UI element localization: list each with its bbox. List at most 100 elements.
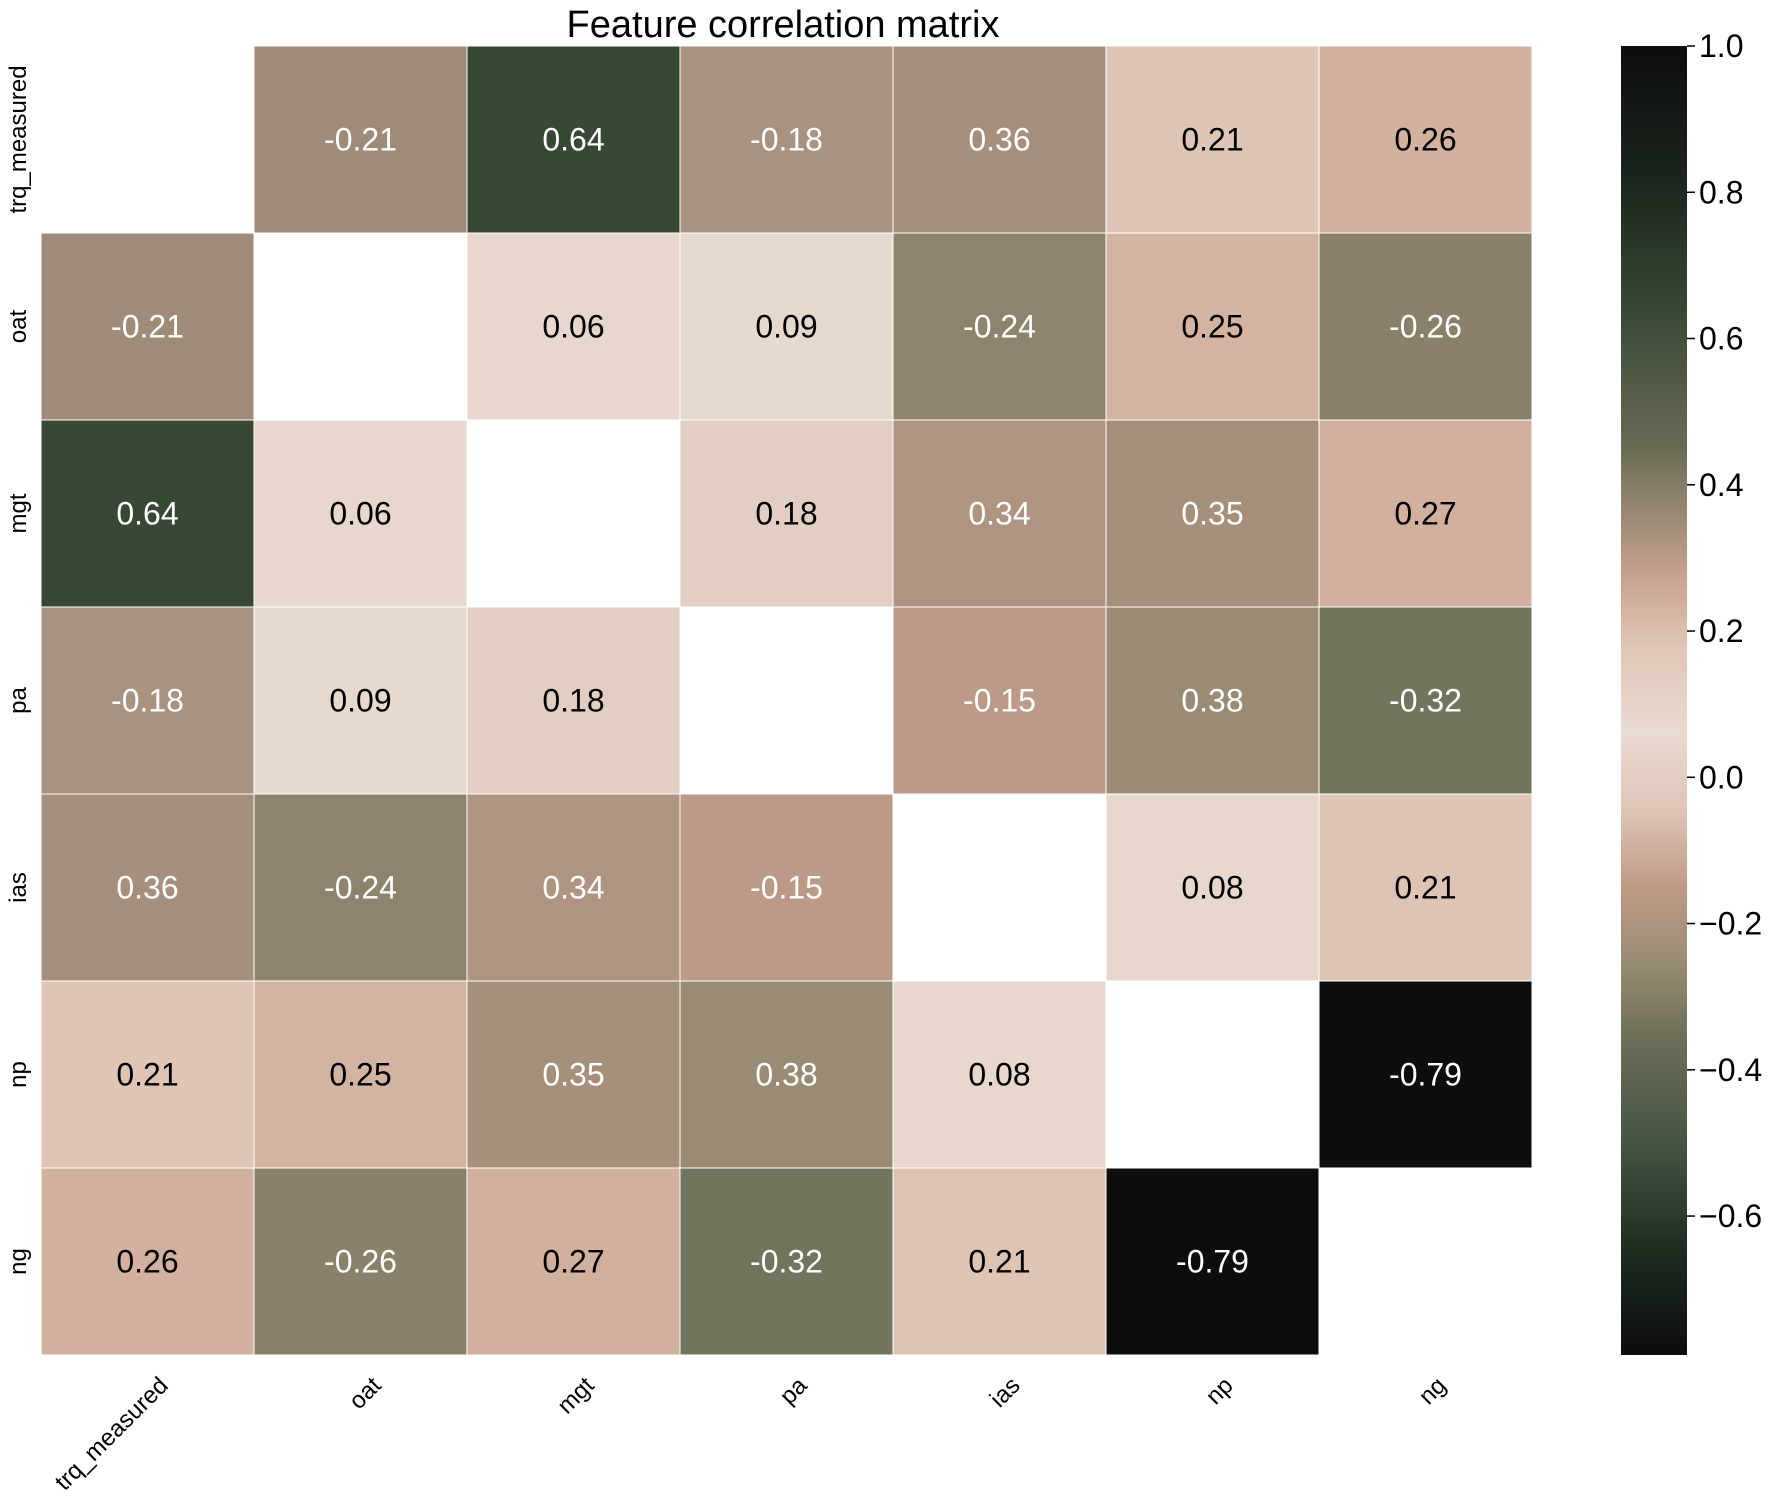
heatmap-cell <box>1105 45 1320 234</box>
cell-value-label: -0.26 <box>1389 309 1462 345</box>
heatmap-cell <box>1318 419 1533 608</box>
cell-value-label: 0.06 <box>329 496 391 532</box>
heatmap-cell <box>40 232 255 421</box>
cell-value-label: 0.21 <box>1181 122 1243 158</box>
chart-title: Feature correlation matrix <box>567 4 1000 46</box>
heatmap-cell <box>1318 793 1533 982</box>
cell-value-label: 0.35 <box>1181 496 1243 532</box>
cell-value-label: 0.36 <box>116 870 178 906</box>
heatmap-cell <box>466 1167 681 1356</box>
cell-value-label: -0.15 <box>750 870 823 906</box>
heatmap-cell <box>40 419 255 608</box>
cell-value-label: 0.36 <box>968 122 1030 158</box>
cell-value-label: 0.27 <box>542 1244 604 1280</box>
heatmap-cell <box>466 606 681 795</box>
y-tick-label: ng <box>5 1248 32 1275</box>
cell-value-label: 0.18 <box>755 496 817 532</box>
cell-value-label: -0.32 <box>1389 683 1462 719</box>
cell-value-label: -0.15 <box>963 683 1036 719</box>
cell-value-label: 0.38 <box>755 1057 817 1093</box>
cell-value-label: 0.25 <box>1181 309 1243 345</box>
cell-value-label: 0.27 <box>1394 496 1456 532</box>
heatmap-cell <box>40 1167 255 1356</box>
heatmap-cell <box>1318 980 1533 1169</box>
cell-value-label: -0.21 <box>324 122 397 158</box>
y-tick-label: np <box>5 1061 32 1088</box>
x-tick-label: ias <box>985 1372 1026 1413</box>
y-tick-label: trq_measured <box>5 65 32 213</box>
heatmap-cells: -0.21 0.64 -0.18 0.36 0.21 0.26 -0.21 0.06 0.09 -… <box>40 45 1533 1356</box>
cell-value-label: 0.26 <box>1394 122 1456 158</box>
x-tick-label: mgt <box>552 1372 600 1420</box>
cell-value-label: -0.32 <box>750 1244 823 1280</box>
heatmap-cell <box>679 1167 894 1356</box>
colorbar-tick-label: −0.6 <box>1699 1198 1762 1234</box>
colorbar: 1.0 0.8 0.6 0.4 0.2 0.0 −0.2 −0.4 −0.6 <box>1621 28 1762 1355</box>
cell-value-label: 0.08 <box>1181 870 1243 906</box>
cell-value-label: 0.21 <box>116 1057 178 1093</box>
cell-value-label: 0.64 <box>116 496 178 532</box>
heatmap-cell <box>253 45 468 234</box>
cell-value-label: 0.64 <box>542 122 604 158</box>
heatmap-cell <box>1318 232 1533 421</box>
cell-value-label: -0.24 <box>324 870 397 906</box>
cell-value-label: 0.06 <box>542 309 604 345</box>
cell-value-label: 0.38 <box>1181 683 1243 719</box>
x-tick-label: np <box>1201 1372 1239 1410</box>
heatmap-cell <box>253 793 468 982</box>
cell-value-label: 0.34 <box>968 496 1030 532</box>
colorbar-tick-label: 0.2 <box>1699 613 1743 649</box>
cell-value-label: -0.18 <box>111 683 184 719</box>
cell-value-label: 0.09 <box>329 683 391 719</box>
cell-value-label: 0.26 <box>116 1244 178 1280</box>
heatmap-cell <box>253 419 468 608</box>
heatmap-cell <box>1318 45 1533 234</box>
heatmap-cell <box>253 606 468 795</box>
heatmap-cell <box>679 793 894 982</box>
heatmap-cell <box>1318 606 1533 795</box>
cell-value-label: -0.21 <box>111 309 184 345</box>
heatmap-cell <box>892 419 1107 608</box>
heatmap-cell <box>466 45 681 234</box>
heatmap-cell <box>679 45 894 234</box>
cell-value-label: 0.34 <box>542 870 604 906</box>
cell-value-label: 0.18 <box>542 683 604 719</box>
cell-value-label: -0.79 <box>1176 1244 1249 1280</box>
heatmap-cell <box>40 793 255 982</box>
heatmap-cell <box>466 232 681 421</box>
heatmap-cell <box>892 980 1107 1169</box>
colorbar-tick-label: 0.6 <box>1699 321 1743 357</box>
cell-value-label: -0.24 <box>963 309 1036 345</box>
y-tick-label: ias <box>5 872 32 903</box>
colorbar-tick-label: −0.2 <box>1699 906 1762 942</box>
heatmap-cell <box>892 232 1107 421</box>
heatmap-cell <box>1105 606 1320 795</box>
cell-value-label: 0.35 <box>542 1057 604 1093</box>
heatmap-cell <box>679 419 894 608</box>
colorbar-tick-label: 0.4 <box>1699 467 1743 503</box>
x-tick-label: oat <box>344 1372 387 1415</box>
colorbar-tick-label: 1.0 <box>1699 28 1743 64</box>
heatmap-cell <box>466 793 681 982</box>
colorbar-tick-label: −0.4 <box>1699 1052 1762 1088</box>
cell-value-label: -0.18 <box>750 122 823 158</box>
heatmap-cell <box>1105 1167 1320 1356</box>
heatmap-cell <box>892 45 1107 234</box>
heatmap-cell <box>40 980 255 1169</box>
cell-value-label: 0.21 <box>1394 870 1456 906</box>
heatmap-cell <box>253 1167 468 1356</box>
y-tick-label: mgt <box>5 493 32 533</box>
colorbar-tick-label: 0.0 <box>1699 759 1743 795</box>
x-tick-label: pa <box>775 1372 813 1410</box>
cell-value-label: -0.26 <box>324 1244 397 1280</box>
heatmap-cell <box>892 1167 1107 1356</box>
colorbar-gradient <box>1621 46 1687 1355</box>
heatmap-cell <box>1105 793 1320 982</box>
heatmap-cell <box>892 606 1107 795</box>
heatmap-cell <box>40 606 255 795</box>
heatmap-cell <box>679 980 894 1169</box>
heatmap-cell <box>1105 419 1320 608</box>
y-tick-label: oat <box>5 309 32 343</box>
x-tick-label: trq_measured <box>50 1372 174 1496</box>
